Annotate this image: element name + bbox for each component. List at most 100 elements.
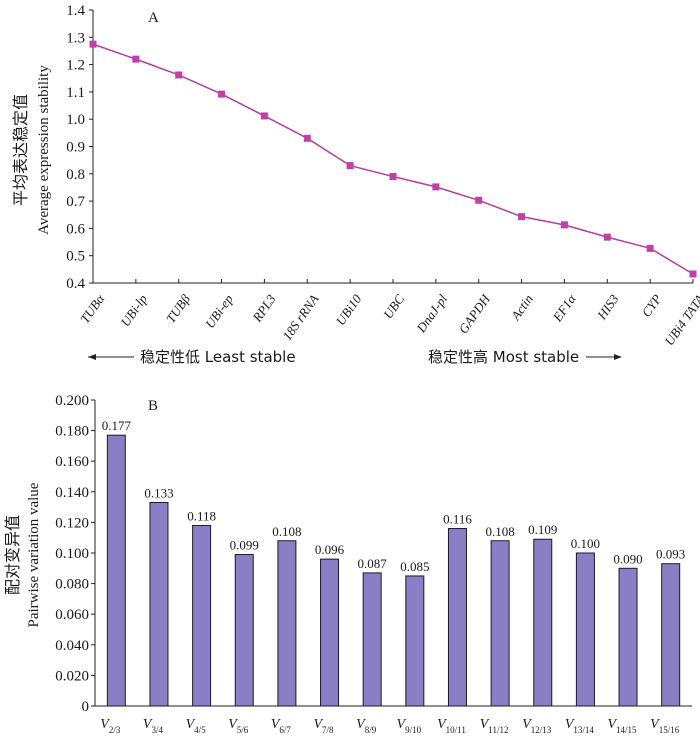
chart-a-ylabel-cn: 平均表达稳定值: [11, 94, 30, 206]
chart-b-data-label: 0.099: [230, 538, 259, 553]
chart-a-data-point: [175, 71, 183, 79]
chart-b-category-label: V12/13: [522, 717, 552, 735]
chart-b-category-label: V4/5: [186, 717, 207, 735]
chart-a-category-label: UBi10: [333, 291, 365, 328]
chart-a-data-point: [89, 40, 97, 48]
chart-b-bar: [234, 554, 254, 707]
chart-b-y-tick-label: 0.040: [55, 638, 89, 654]
least-stable-label: 稳定性低 Least stable: [140, 348, 296, 366]
chart-b-data-label: 0.085: [400, 559, 429, 574]
chart-a-y-tick-label: 0.9: [66, 140, 85, 156]
chart-b-bar: [490, 540, 510, 707]
chart-b-ylabel-cn: 配对变异值: [3, 515, 22, 595]
chart-a-x-ticks: [92, 279, 694, 283]
chart-a-category-label: GAPDH: [455, 291, 493, 336]
chart-a-data-point: [475, 196, 483, 204]
chart-b-y-tick-label: 0.180: [55, 424, 89, 440]
chart-a-x-labels: TUBα UBi-lp TUBβ UBi-ep RPL3 18S rRNA UBi10 UBC…: [77, 291, 700, 349]
chart-a-data-point: [603, 233, 611, 241]
chart-a-category-label: RPL3: [249, 291, 279, 325]
chart-b-y-tick-label: 0.020: [55, 668, 89, 684]
chart-b-data-label: 0.133: [144, 486, 173, 501]
chart-b-category-label: V14/15: [607, 717, 637, 735]
chart-b-bar: [149, 502, 169, 707]
chart-a-ylabel-en: Average expression stability: [36, 65, 52, 235]
least-stable-arrowhead-icon: [88, 354, 96, 360]
chart-a-category-label: UBC: [380, 291, 407, 321]
chart-b-bar: [192, 524, 212, 707]
chart-b-bar: [320, 558, 340, 707]
chart-b-data-label: 0.093: [656, 547, 685, 562]
chart-a-y-tick-label: 0.6: [66, 221, 85, 237]
chart-a-data-point: [132, 55, 140, 63]
chart-b-category-label: V11/12: [480, 717, 509, 735]
chart-a-category-label: Actin: [507, 292, 536, 324]
chart-a-category-label: HIS3: [593, 291, 621, 323]
chart-b-y-tick-label: 0.100: [55, 546, 89, 562]
chart-b-y-ticks: 0 0.020 0.040 0.060 0.080 0.100 0.120 0.140 0.16…: [55, 393, 95, 715]
chart-a-category-label: TUBβ: [163, 291, 193, 325]
chart-b-y-tick-label: 0.200: [55, 393, 89, 409]
chart-a-data-point: [346, 162, 354, 170]
chart-a-data-point: [560, 221, 568, 229]
chart-b-bar: [447, 528, 467, 707]
chart-b-data-label: 0.177: [102, 418, 132, 433]
chart-a-points: [89, 40, 697, 278]
chart-b-data-label: 0.096: [315, 542, 345, 557]
chart-b-y-tick-label: 0.160: [55, 454, 89, 470]
chart-b-y-tick-label: 0.140: [55, 485, 89, 501]
chart-b-bar: [533, 538, 553, 707]
chart-a-data-point: [518, 213, 526, 221]
chart-b-data-label: 0.108: [485, 524, 514, 539]
chart-a-category-label: UBi4 TATA: [661, 292, 700, 349]
chart-b-data-label: 0.108: [272, 524, 301, 539]
chart-a-stability: A 平均表达稳定值 Average expression stability 0…: [11, 3, 700, 348]
chart-a-data-point: [646, 244, 654, 252]
chart-a-panel-label: A: [148, 10, 159, 26]
chart-a-data-point: [389, 173, 397, 181]
chart-b-bars: 0.177 0.133 0.118 0.099 0.108 0.096 0.087 0.085…: [102, 418, 685, 707]
chart-b-bar: [362, 572, 382, 707]
chart-b-bar: [106, 434, 126, 707]
chart-b-data-label: 0.116: [443, 512, 472, 527]
most-stable-arrowhead-icon: [614, 354, 622, 360]
chart-a-y-tick-label: 1.1: [66, 85, 85, 101]
chart-b-bar: [575, 552, 595, 707]
chart-a-data-point: [218, 90, 226, 98]
chart-b-ylabel-en: Pairwise variation value: [26, 482, 42, 627]
chart-b-x-labels: V2/3 V3/4 V4/5 V5/6 V6/7 V7/8 V8/9 V9/10 V10/11 V…: [100, 717, 679, 735]
chart-b-category-label: V5/6: [228, 717, 249, 735]
chart-b-category-label: V3/4: [143, 717, 164, 735]
chart-a-category-label: CYP: [638, 292, 664, 320]
chart-b-category-label: V2/3: [100, 717, 121, 735]
chart-b-category-label: V10/11: [437, 717, 466, 735]
chart-a-y-tick-label: 1.4: [66, 3, 85, 19]
chart-b-data-label: 0.087: [358, 556, 388, 571]
chart-a-category-label: DnaJ-pl: [413, 291, 451, 336]
chart-a-category-label: 18S rRNA: [279, 292, 321, 344]
chart-b-pairwise-variation: B 配对变异值 Pairwise variation value 00.0200…: [3, 393, 692, 735]
chart-b-y-tick-label: 0.120: [55, 515, 89, 531]
most-stable-label: 稳定性高 Most stable: [428, 348, 579, 366]
chart-a-y-ticks: 0.4 0.5 0.6 0.7 0.8 0.9 1.0 1.1 1.2 1.3 1.4: [66, 3, 93, 292]
chart-b-category-label: V9/10: [397, 717, 422, 735]
chart-a-data-point: [432, 183, 440, 191]
chart-b-data-label: 0.100: [571, 536, 600, 551]
chart-b-y-tick-label: 0: [82, 699, 90, 715]
stability-direction-row: 稳定性低 Least stable 稳定性高 Most stable: [88, 348, 622, 366]
chart-a-category-label: UBi-ep: [202, 291, 236, 331]
chart-a-y-tick-label: 0.7: [66, 194, 85, 210]
chart-b-y-tick-label: 0.060: [55, 607, 89, 623]
chart-a-y-tick-label: 0.8: [66, 167, 85, 183]
chart-a-data-point: [689, 270, 697, 278]
chart-b-category-label: V15/16: [650, 717, 680, 735]
chart-a-category-label: UBi-lp: [118, 291, 151, 329]
chart-b-data-label: 0.109: [528, 522, 557, 537]
chart-a-y-tick-label: 1.0: [66, 112, 85, 128]
chart-a-category-label: EF1α: [549, 291, 579, 325]
chart-a-data-point: [260, 112, 268, 120]
chart-a-y-tick-label: 0.4: [66, 276, 85, 292]
chart-a-y-tick-label: 0.5: [66, 249, 85, 265]
chart-b-data-label: 0.118: [187, 508, 216, 523]
